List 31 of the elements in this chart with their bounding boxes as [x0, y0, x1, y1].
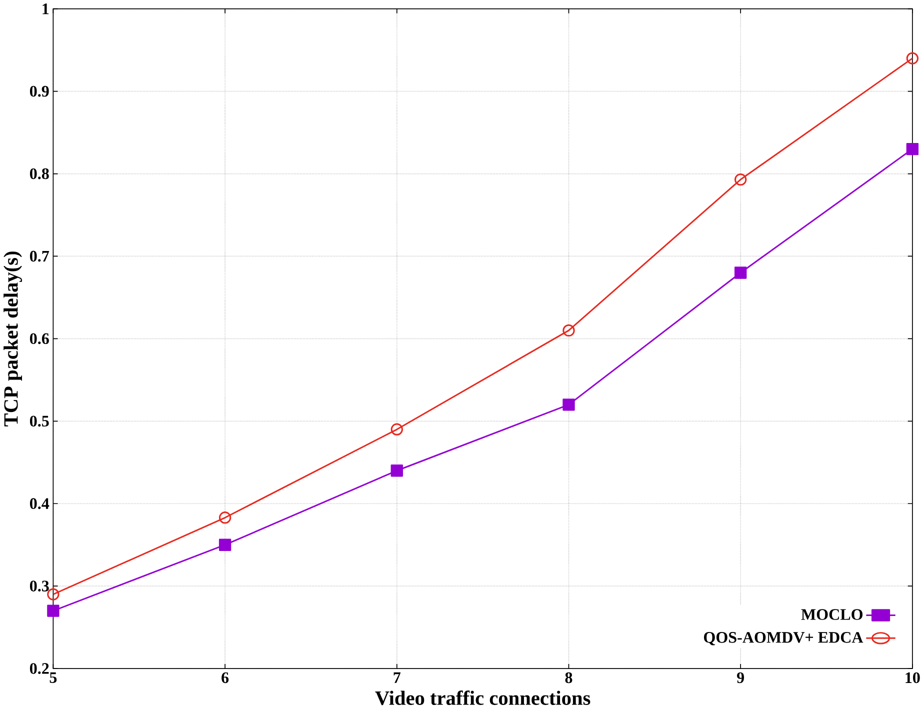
point	[734, 174, 747, 186]
point	[562, 324, 575, 337]
point	[734, 266, 747, 279]
x-tick-label: 6	[222, 672, 229, 684]
y-tick-label: 0.2	[30, 663, 49, 674]
y-tick-label: 0.8	[30, 168, 49, 180]
y-tick-label: 0.3	[30, 580, 49, 592]
y-tick-label: 0.7	[30, 250, 50, 262]
point	[390, 423, 403, 436]
legend-label: MOCLO	[801, 609, 863, 620]
x-tick-label: 7	[394, 672, 401, 683]
point	[47, 604, 60, 618]
y-tick-label: 0.9	[30, 86, 49, 97]
point	[906, 52, 919, 65]
x-tick-label: 10	[906, 672, 920, 684]
point	[390, 464, 403, 477]
point	[47, 588, 60, 601]
point	[906, 143, 919, 156]
point	[562, 398, 575, 411]
y-tick-label: 0.4	[30, 498, 50, 510]
legend-label: QOS-AOMDV+ EDCA	[704, 632, 864, 646]
x-axis-title: Video traffic connections	[375, 690, 590, 706]
y-tick-label: 1	[42, 4, 49, 14]
point	[218, 512, 232, 524]
x-tick-label: 8	[565, 672, 572, 684]
x-tick-label: 9	[737, 672, 744, 684]
x-tick-label: 5	[50, 672, 57, 684]
y-tick-label: 0.6	[30, 333, 49, 344]
point	[218, 538, 232, 552]
y-axis-title: TCP packet delay(s)	[4, 252, 22, 427]
y-tick-label: 0.5	[30, 416, 49, 427]
